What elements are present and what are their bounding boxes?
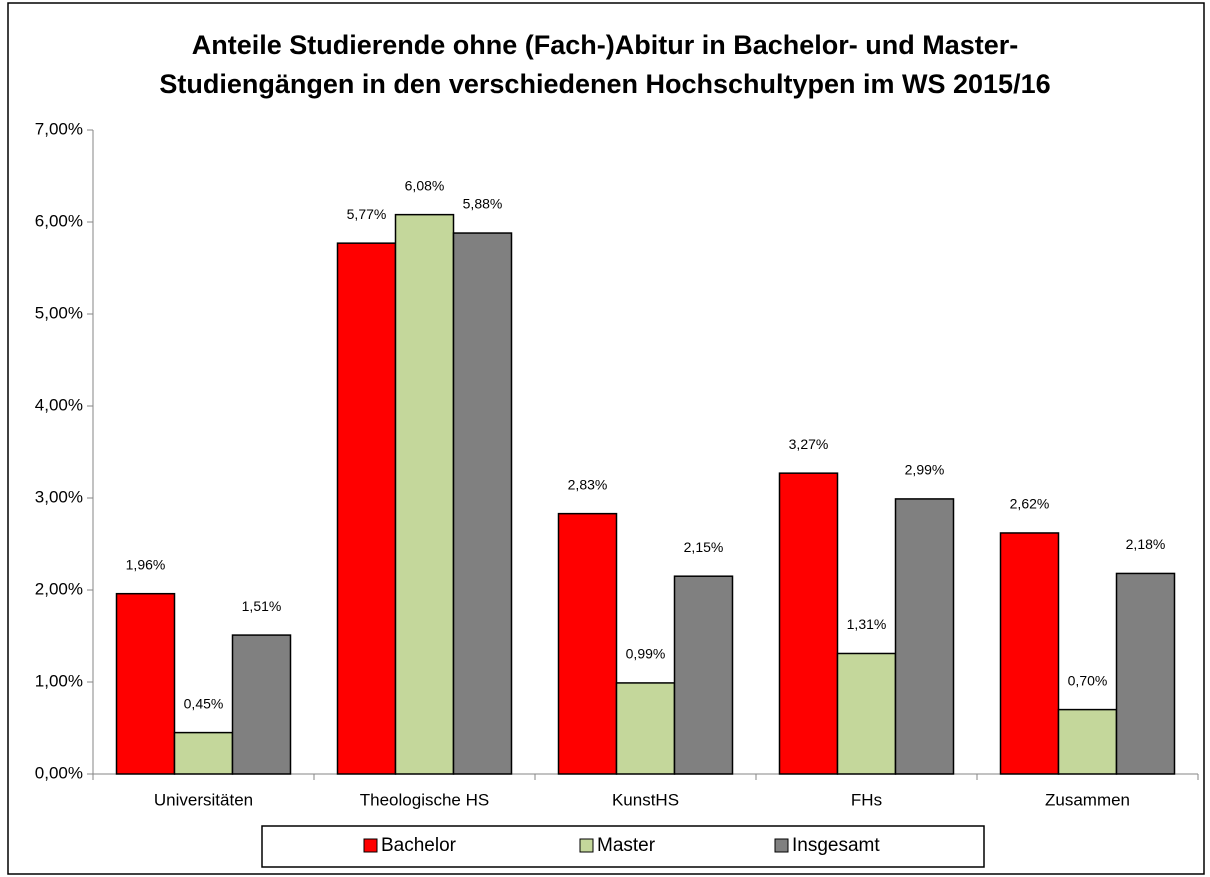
- y-tick-label: 3,00%: [35, 487, 83, 506]
- x-tick-label: Zusammen: [1045, 790, 1130, 809]
- y-tick-label: 5,00%: [35, 303, 83, 322]
- x-tick-label: FHs: [851, 790, 882, 809]
- value-label: 1,96%: [126, 556, 166, 572]
- legend-swatch: [363, 838, 378, 853]
- value-label: 2,99%: [905, 462, 945, 478]
- bar: [115, 592, 176, 775]
- value-label: 2,83%: [568, 476, 608, 492]
- value-label: 0,45%: [184, 695, 224, 711]
- bar: [394, 213, 455, 775]
- bar: [673, 575, 734, 775]
- legend-label: Bachelor: [381, 835, 457, 856]
- bar: [452, 232, 513, 775]
- bar: [231, 634, 292, 775]
- value-label: 2,15%: [684, 539, 724, 555]
- bar: [999, 532, 1060, 775]
- value-label: 2,62%: [1010, 496, 1050, 512]
- value-label: 2,18%: [1126, 536, 1166, 552]
- value-label: 6,08%: [405, 177, 445, 193]
- bar: [173, 731, 234, 775]
- y-tick-label: 4,00%: [35, 395, 83, 414]
- bar: [1115, 572, 1176, 775]
- bar: [557, 512, 618, 775]
- value-label: 0,70%: [1068, 672, 1108, 688]
- bar: [336, 242, 397, 775]
- y-tick-label: 2,00%: [35, 579, 83, 598]
- bar: [836, 652, 897, 775]
- bar: [778, 472, 839, 775]
- y-tick-label: 1,00%: [35, 671, 83, 690]
- value-label: 5,77%: [347, 206, 387, 222]
- x-tick-label: KunstHS: [612, 790, 679, 809]
- y-tick-label: 6,00%: [35, 211, 83, 230]
- chart-title: Studiengängen in den verschiedenen Hochs…: [159, 69, 1050, 99]
- value-label: 5,88%: [463, 196, 503, 212]
- value-label: 1,51%: [242, 598, 282, 614]
- bar: [1057, 708, 1118, 775]
- x-tick-label: Universitäten: [154, 790, 253, 809]
- chart-title: Anteile Studierende ohne (Fach-)Abitur i…: [192, 30, 1019, 60]
- y-tick-label: 0,00%: [35, 763, 83, 782]
- x-tick-label: Theologische HS: [360, 790, 489, 809]
- value-label: 0,99%: [626, 646, 666, 662]
- legend-label: Master: [597, 835, 656, 856]
- legend-swatch: [774, 838, 789, 853]
- y-tick-label: 7,00%: [35, 119, 83, 138]
- legend-swatch: [579, 838, 594, 853]
- legend-box: [261, 825, 985, 868]
- bar: [615, 682, 676, 775]
- value-label: 1,31%: [847, 616, 887, 632]
- bar: [894, 498, 955, 775]
- value-label: 3,27%: [789, 436, 829, 452]
- legend-label: Insgesamt: [792, 835, 880, 856]
